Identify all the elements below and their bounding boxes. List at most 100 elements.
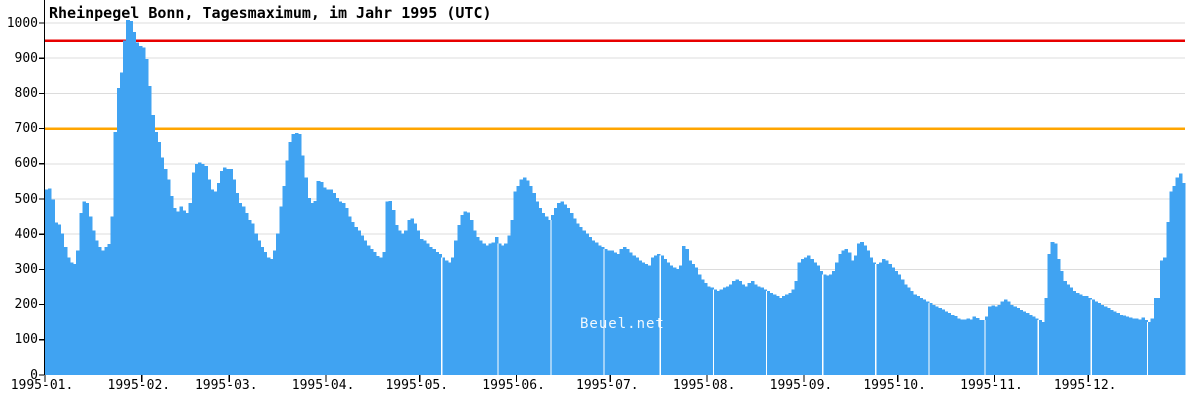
daily-bar	[510, 220, 514, 375]
daily-bar	[335, 197, 340, 375]
daily-bar	[891, 267, 895, 375]
daily-bar	[154, 131, 158, 375]
daily-bar	[816, 265, 821, 375]
daily-bar	[1025, 313, 1030, 375]
daily-bar	[841, 250, 846, 375]
daily-bar	[469, 220, 474, 375]
y-axis-tick-label: 100	[14, 332, 38, 348]
daily-bar	[91, 230, 96, 375]
daily-bar	[900, 279, 905, 375]
daily-bar	[819, 270, 824, 375]
daily-bar	[557, 203, 561, 375]
daily-bar	[991, 305, 995, 375]
daily-bar	[941, 309, 945, 375]
daily-bar	[123, 40, 127, 375]
daily-bar	[1169, 191, 1173, 375]
daily-bar	[828, 274, 833, 375]
daily-bar	[813, 262, 817, 375]
daily-bar	[632, 255, 636, 375]
daily-bar	[1135, 318, 1139, 375]
daily-bar	[219, 170, 224, 375]
y-axis-tick-label: 200	[14, 297, 38, 313]
daily-bar	[385, 201, 390, 375]
daily-bar	[216, 182, 221, 375]
daily-bar	[188, 203, 193, 375]
daily-bar	[429, 247, 433, 375]
daily-bar	[1178, 173, 1183, 375]
daily-bar	[1175, 177, 1180, 375]
daily-bar	[263, 252, 268, 375]
daily-bar	[738, 281, 742, 375]
daily-bar	[1181, 182, 1186, 375]
daily-bar	[1166, 221, 1170, 375]
daily-bar	[98, 247, 102, 375]
daily-bar	[376, 256, 380, 375]
daily-bar	[301, 155, 305, 375]
daily-bar	[807, 255, 811, 375]
daily-bar	[691, 264, 696, 375]
daily-bar	[644, 264, 649, 375]
daily-bar	[719, 289, 724, 375]
daily-bar	[700, 279, 705, 375]
daily-bar	[310, 203, 315, 375]
daily-bar	[501, 245, 505, 375]
y-axis-tick-label: 500	[14, 191, 38, 207]
daily-bar	[347, 216, 352, 375]
daily-bar	[94, 240, 99, 375]
daily-bar	[488, 243, 493, 375]
daily-bar	[928, 302, 933, 375]
daily-bar	[660, 255, 664, 375]
daily-bar	[638, 260, 642, 375]
daily-bar	[729, 284, 733, 375]
daily-bar	[710, 287, 714, 375]
daily-bar	[1081, 296, 1086, 375]
daily-bar	[532, 193, 536, 375]
daily-bar	[744, 286, 749, 375]
daily-bar	[1147, 321, 1152, 375]
daily-bar	[519, 179, 524, 375]
daily-bar	[1153, 297, 1158, 375]
daily-bar	[769, 293, 774, 375]
daily-bar	[1035, 318, 1039, 375]
daily-bar	[1003, 299, 1008, 375]
daily-bar	[597, 245, 602, 375]
daily-bar	[201, 164, 205, 375]
daily-bar	[316, 181, 321, 375]
daily-bar	[1110, 309, 1114, 375]
daily-bar	[1031, 316, 1036, 375]
daily-bar	[588, 237, 593, 375]
daily-bar	[285, 160, 290, 375]
daily-bar	[1160, 260, 1164, 375]
daily-bar	[585, 233, 589, 375]
daily-bar	[1131, 318, 1136, 375]
daily-bar	[963, 319, 967, 375]
bar-gap	[928, 302, 930, 375]
daily-bar	[966, 318, 970, 375]
x-axis-tick-label: 1995-09.	[769, 378, 833, 393]
daily-bar	[669, 265, 674, 375]
daily-bar	[800, 258, 805, 375]
daily-bar	[1022, 311, 1027, 375]
daily-bar	[981, 320, 986, 375]
x-axis-tick-label: 1995-04.	[291, 378, 355, 393]
daily-bar	[113, 132, 118, 375]
daily-bar	[516, 186, 521, 375]
daily-bar	[144, 58, 149, 376]
daily-bar	[76, 250, 80, 375]
x-axis-tick-label: 1995-08.	[672, 378, 736, 393]
daily-bar	[269, 258, 274, 375]
daily-bar	[351, 221, 355, 375]
daily-bar	[604, 249, 608, 375]
daily-bar	[625, 249, 630, 375]
bar-gap	[712, 289, 714, 375]
daily-bar	[207, 179, 211, 375]
daily-bar	[910, 291, 914, 375]
daily-bar	[241, 206, 246, 375]
bar-gap	[550, 220, 552, 375]
bar-gap	[875, 264, 877, 375]
y-axis-tick-label: 400	[14, 226, 38, 242]
daily-bar	[198, 162, 202, 375]
daily-bar	[803, 257, 808, 375]
bar-gap	[497, 243, 499, 375]
daily-bar	[750, 281, 755, 375]
